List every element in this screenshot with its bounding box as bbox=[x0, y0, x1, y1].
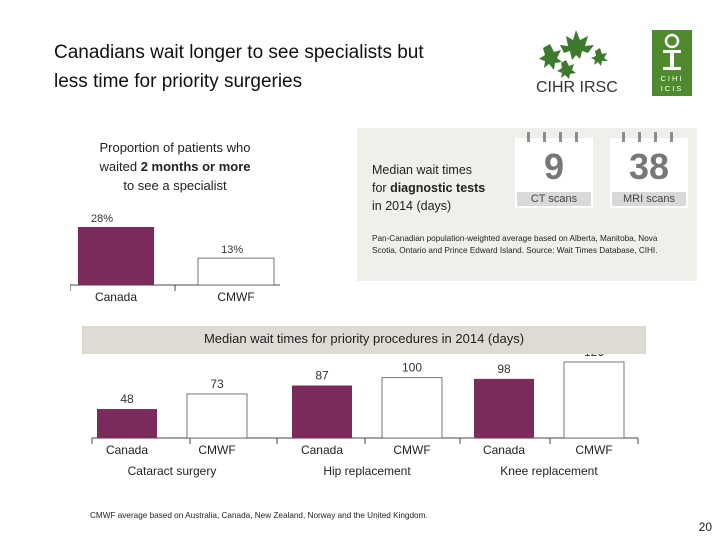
diagnostic-heading-line-3: in 2014 (days) bbox=[372, 199, 452, 213]
cihr-logo: CIHR IRSC bbox=[536, 30, 618, 96]
category-label-hip-replacement-cmwf: CMWF bbox=[393, 443, 430, 457]
title-line-2: less time for priority surgeries bbox=[54, 71, 303, 92]
category-label-cataract-surgery-canada: Canada bbox=[106, 443, 148, 457]
cihi-wordmark-bottom: ICIS bbox=[661, 84, 684, 93]
category-label-canada: Canada bbox=[95, 290, 137, 304]
group-label-hip-replacement: Hip replacement bbox=[323, 464, 411, 478]
calendar-ring-icon bbox=[575, 132, 578, 142]
data-label-cataract-surgery-canada: 48 bbox=[120, 392, 134, 406]
priority-procedures-title: Median wait times for priority procedure… bbox=[203, 331, 525, 346]
ct-scan-calendar-tile: 9 CT scans bbox=[515, 132, 593, 208]
bar-cataract-surgery-cmwf bbox=[186, 393, 248, 439]
category-label-knee-replacement-cmwf: CMWF bbox=[575, 443, 612, 457]
calendar-ring-icon bbox=[622, 132, 625, 142]
specialist-caption-line-3: to see a specialist bbox=[123, 178, 227, 193]
data-label-cataract-surgery-cmwf: 73 bbox=[210, 377, 224, 391]
footnote: CMWF average based on Australia, Canada,… bbox=[90, 511, 428, 520]
specialist-caption-line-1: Proportion of patients who bbox=[99, 140, 251, 155]
category-label-hip-replacement-canada: Canada bbox=[301, 443, 343, 457]
diagnostic-heading-line-2: for diagnostic tests bbox=[372, 179, 507, 197]
diagnostic-heading-pre: for bbox=[372, 181, 391, 195]
cihi-logo: CIHI ICIS bbox=[652, 30, 692, 96]
calendar-ring-icon bbox=[527, 132, 530, 142]
bar-hip-replacement-cmwf bbox=[381, 377, 443, 439]
data-label-knee-replacement-canada: 98 bbox=[497, 362, 511, 376]
cihr-wordmark: CIHR IRSC bbox=[536, 79, 618, 96]
diagnostic-heading-line-1: Median wait times bbox=[372, 163, 473, 177]
specialist-caption-pre: waited bbox=[99, 159, 141, 174]
specialist-caption-line-2: waited 2 months or more bbox=[80, 157, 270, 176]
diagnostic-source-note: Pan-Canadian population-weighted average… bbox=[372, 234, 658, 255]
category-label-cataract-surgery-cmwf: CMWF bbox=[198, 443, 235, 457]
priority-procedures-banner bbox=[82, 326, 646, 354]
data-label-knee-replacement-cmwf: 126 bbox=[584, 354, 604, 359]
specialist-caption-bold: 2 months or more bbox=[140, 159, 251, 174]
page-number: 20 bbox=[698, 520, 712, 534]
bar-canada bbox=[78, 227, 154, 285]
diagnostic-heading-bold: diagnostic tests bbox=[390, 181, 486, 195]
calendar-ring-icon bbox=[638, 132, 641, 142]
mri-scan-days: 38 bbox=[628, 146, 670, 187]
calendar-ring-icon bbox=[654, 132, 657, 142]
mri-scan-calendar-tile: 38 MRI scans bbox=[610, 132, 688, 208]
cihi-wordmark-top: CIHI bbox=[661, 74, 684, 83]
calendar-ring-icon bbox=[559, 132, 562, 142]
specialist-chart-caption: Proportion of patients who waited 2 mont… bbox=[80, 138, 270, 195]
data-label-hip-replacement-canada: 87 bbox=[315, 369, 329, 383]
priority-procedures-chart: 48 Canada 73 CMWF Cataract surgery 87 Canada 10… bbox=[91, 354, 639, 478]
data-label-hip-replacement-cmwf: 100 bbox=[402, 361, 422, 375]
mri-scan-label: MRI scans bbox=[612, 192, 686, 206]
bar-hip-replacement-canada bbox=[292, 385, 352, 438]
calendar-ring-icon bbox=[543, 132, 546, 142]
category-label-cmwf: CMWF bbox=[217, 290, 254, 304]
maple-leaf-icon bbox=[539, 30, 608, 79]
bar-knee-replacement-canada bbox=[474, 378, 534, 438]
bar-knee-replacement-cmwf bbox=[563, 361, 625, 439]
bar-cmwf bbox=[197, 257, 275, 286]
diagnostic-tests-heading: Median wait times for diagnostic tests i… bbox=[372, 161, 507, 215]
group-label-cataract-surgery: Cataract surgery bbox=[128, 464, 217, 478]
ct-scan-days: 9 bbox=[543, 146, 565, 187]
bar-cataract-surgery-canada bbox=[97, 409, 157, 438]
specialist-chart: 28% Canada 13% CMWF bbox=[70, 213, 280, 304]
data-label-cmwf: 13% bbox=[221, 244, 243, 256]
category-label-knee-replacement-canada: Canada bbox=[483, 443, 525, 457]
ct-scan-label: CT scans bbox=[517, 192, 591, 206]
calendar-ring-icon bbox=[670, 132, 673, 142]
title-line-1: Canadians wait longer to see specialists… bbox=[54, 42, 424, 63]
page-title: Canadians wait longer to see specialists… bbox=[54, 38, 524, 96]
group-label-knee-replacement: Knee replacement bbox=[500, 464, 598, 478]
data-label-canada: 28% bbox=[91, 213, 113, 225]
